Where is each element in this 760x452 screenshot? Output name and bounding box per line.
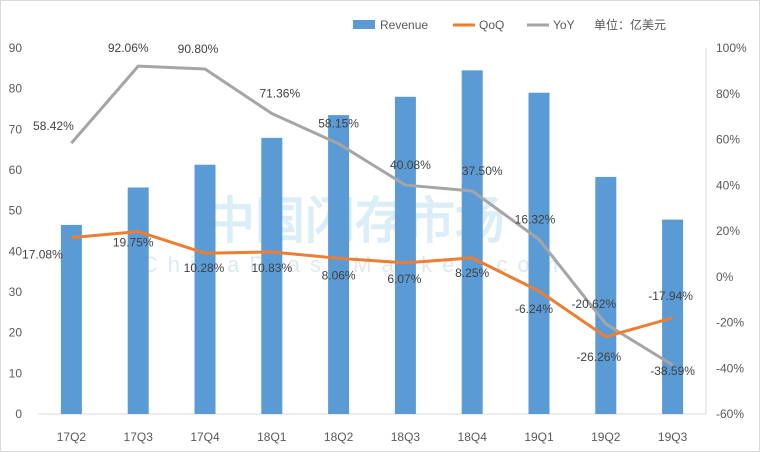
data-label-yoy-18Q2: 58.15%: [318, 117, 359, 131]
bar-revenue-18Q1: [261, 137, 283, 414]
legend-label-revenue: Revenue: [380, 18, 428, 32]
legend-label-yoy: YoY: [553, 18, 575, 32]
data-label-yoy-19Q1: 16.32%: [515, 212, 556, 226]
left-tick-label: 70: [9, 122, 23, 136]
left-tick-label: 60: [9, 163, 23, 177]
x-tick-label: 17Q3: [124, 430, 154, 444]
x-tick-label: 18Q3: [391, 430, 421, 444]
right-tick-label: -60%: [716, 407, 744, 421]
right-tick-label: 0%: [716, 270, 734, 284]
data-label-yoy-18Q1: 71.36%: [259, 87, 300, 101]
left-tick-label: 80: [9, 82, 23, 96]
legend-swatch-revenue: [353, 20, 375, 29]
data-label-qoq-18Q4: 8.25%: [455, 266, 489, 280]
right-tick-label: -20%: [716, 316, 744, 330]
data-label-yoy-18Q3: 40.08%: [390, 158, 431, 172]
right-tick-label: 60%: [716, 133, 740, 147]
bar-revenue-19Q2: [595, 176, 617, 414]
legend: Revenue QoQ YoY 单位：亿美元: [353, 17, 666, 32]
data-label-qoq-19Q3: -17.94%: [648, 289, 693, 303]
right-tick-label: 80%: [716, 87, 740, 101]
category-axis: 17Q2 17Q3 17Q4 18Q1 18Q2 18Q3 18Q4 19Q1 19Q2 19Q3: [57, 430, 688, 444]
left-tick-label: 90: [9, 41, 23, 55]
data-label-qoq-18Q3: 6.07%: [387, 272, 421, 286]
x-tick-label: 18Q1: [257, 430, 287, 444]
right-tick-label: -40%: [716, 361, 744, 375]
bar-revenue-18Q3: [394, 96, 416, 415]
data-label-yoy-19Q2: -20.62%: [571, 297, 616, 311]
bar-revenue-18Q4: [461, 70, 483, 414]
data-label-qoq-19Q1: -6.24%: [515, 302, 553, 316]
series-lines: [70, 64, 674, 367]
x-tick-label: 19Q2: [591, 430, 621, 444]
left-tick-label: 10: [9, 366, 23, 380]
bar-revenue-18Q2: [328, 115, 350, 414]
data-label-qoq-18Q2: 8.06%: [322, 268, 356, 282]
left-tick-label: 0: [15, 407, 22, 421]
right-tick-label: 40%: [716, 178, 740, 192]
left-tick-label: 20: [9, 326, 23, 340]
right-tick-label: 20%: [716, 224, 740, 238]
line-yoy: [70, 64, 674, 367]
revenue-bars: [60, 70, 684, 415]
data-label-qoq-17Q2: 17.08%: [22, 248, 63, 262]
left-tick-label: 40: [9, 244, 23, 258]
data-labels: 17.08% 19.75% 10.28% 10.83% 8.06% 6.07% 8.25% -…: [22, 41, 695, 378]
data-label-yoy-19Q3: -38.59%: [650, 364, 695, 378]
data-label-qoq-18Q1: 10.83%: [251, 261, 292, 275]
bar-revenue-19Q3: [662, 219, 684, 414]
x-tick-label: 19Q1: [524, 430, 554, 444]
left-tick-label: 30: [9, 285, 23, 299]
data-label-yoy-17Q3: 92.06%: [108, 41, 149, 55]
x-tick-label: 19Q3: [658, 430, 688, 444]
bar-revenue-19Q1: [528, 92, 550, 414]
left-tick-label: 50: [9, 204, 23, 218]
data-label-qoq-19Q2: -26.26%: [576, 350, 621, 364]
right-axis: -60% -40% -20% 0% 20% 40% 60% 80% 100%: [705, 41, 747, 421]
bar-revenue-17Q3: [127, 187, 149, 414]
left-axis: 0 10 20 30 40 50 60 70 80 90: [9, 41, 706, 421]
watermark-text: 中国闪存市场: [205, 192, 505, 250]
line-qoq: [71, 230, 674, 339]
x-tick-label: 17Q2: [57, 430, 87, 444]
bar-revenue-17Q2: [60, 224, 82, 414]
data-label-qoq-17Q3: 19.75%: [113, 236, 154, 250]
legend-unit: 单位：亿美元: [594, 17, 666, 32]
x-tick-label: 18Q4: [458, 430, 488, 444]
data-label-yoy-18Q4: 37.50%: [462, 164, 503, 178]
data-label-yoy-17Q4: 90.80%: [178, 42, 219, 56]
bar-revenue-17Q4: [194, 164, 216, 414]
data-label-yoy-17Q2: 58.42%: [33, 119, 74, 133]
x-tick-label: 18Q2: [324, 430, 354, 444]
x-tick-label: 17Q4: [190, 430, 220, 444]
legend-label-qoq: QoQ: [479, 18, 504, 32]
right-tick-label: 100%: [716, 41, 747, 55]
data-label-qoq-17Q4: 10.28%: [184, 261, 225, 275]
